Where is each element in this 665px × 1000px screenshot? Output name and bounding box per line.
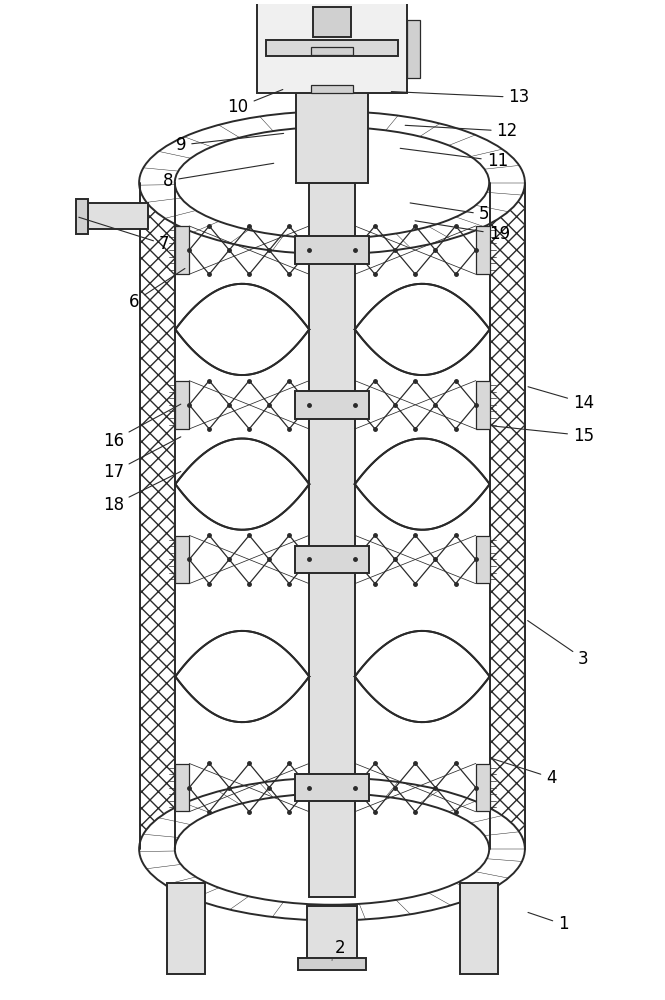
Text: 16: 16 [102,404,181,450]
Polygon shape [176,439,309,530]
Bar [475,226,489,274]
Text: 18: 18 [102,471,181,514]
Bar [168,883,205,974]
Polygon shape [176,284,309,375]
Text: 12: 12 [405,122,518,140]
Text: 5: 5 [410,203,489,223]
Bar [295,774,368,801]
Bar [475,764,489,811]
Bar [295,391,368,419]
Text: 4: 4 [492,759,557,787]
Bar [246,0,418,2]
Ellipse shape [139,778,525,920]
Bar [309,111,355,897]
Bar [307,906,357,960]
Text: 11: 11 [400,148,508,170]
Bar [265,40,398,56]
Bar [76,199,88,234]
Text: 3: 3 [527,621,589,668]
Bar [475,381,489,429]
Bar [311,85,353,93]
Bar [299,958,366,970]
Text: 6: 6 [129,268,185,311]
Polygon shape [355,631,489,722]
Ellipse shape [139,778,525,920]
Bar [176,536,190,583]
Bar [176,764,190,811]
Bar [140,183,525,849]
Text: 14: 14 [528,387,594,412]
Polygon shape [355,284,489,375]
Polygon shape [176,631,309,722]
Ellipse shape [139,111,525,254]
Text: 9: 9 [176,133,284,154]
Bar [88,203,148,229]
Bar [140,183,176,849]
Polygon shape [355,439,489,530]
Ellipse shape [139,111,525,254]
Bar [176,381,190,429]
Bar [297,88,368,183]
Bar [475,536,489,583]
Text: 10: 10 [227,89,283,116]
Text: 2: 2 [332,939,346,960]
Bar [176,183,489,849]
Text: 19: 19 [415,221,510,243]
Bar [295,236,368,264]
Bar [313,7,351,37]
Bar [257,0,408,93]
Text: 13: 13 [391,88,530,106]
Text: 7: 7 [79,217,170,253]
Text: 15: 15 [493,426,594,445]
Text: 17: 17 [102,437,181,481]
Bar [460,883,497,974]
Bar [311,47,353,55]
Text: 1: 1 [528,912,569,933]
Text: 8: 8 [163,163,274,190]
Bar [408,20,420,78]
Bar [295,546,368,573]
Bar [176,226,190,274]
Bar [489,183,525,849]
